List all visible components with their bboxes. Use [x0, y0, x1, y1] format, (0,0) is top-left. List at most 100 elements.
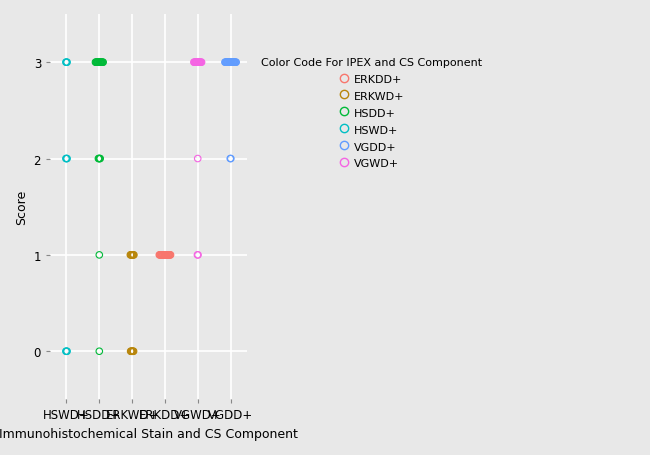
Point	[188, 60, 199, 67]
Point	[161, 252, 172, 259]
Point	[62, 348, 72, 355]
Point	[94, 156, 104, 163]
Point	[93, 156, 103, 163]
Point	[190, 60, 200, 67]
Point	[163, 252, 174, 259]
Point	[91, 60, 101, 67]
Point	[154, 252, 164, 259]
Point	[195, 60, 205, 67]
Point	[61, 156, 72, 163]
Point	[61, 348, 72, 355]
Point	[226, 60, 237, 67]
Point	[94, 60, 105, 67]
Point	[228, 60, 239, 67]
Point	[193, 60, 203, 67]
Point	[126, 348, 136, 355]
Point	[194, 60, 205, 67]
Point	[225, 156, 235, 163]
Point	[125, 252, 136, 259]
Point	[222, 60, 233, 67]
Point	[98, 60, 109, 67]
Point	[225, 60, 235, 67]
Legend: ERKDD+, ERKWD+, HSDD+, HSWD+, VGDD+, VGWD+: ERKDD+, ERKWD+, HSDD+, HSWD+, VGDD+, VGW…	[254, 51, 489, 176]
Point	[165, 252, 176, 259]
Point	[129, 348, 139, 355]
Point	[158, 252, 168, 259]
Point	[226, 60, 236, 67]
Point	[127, 348, 137, 355]
Point	[94, 348, 105, 355]
Point	[96, 60, 107, 67]
Point	[222, 60, 232, 67]
Point	[196, 60, 207, 67]
Point	[92, 60, 103, 67]
Point	[159, 252, 169, 259]
Point	[229, 60, 239, 67]
Point	[221, 60, 231, 67]
Point	[220, 60, 230, 67]
Point	[95, 156, 105, 163]
Point	[94, 156, 105, 163]
Point	[223, 60, 233, 67]
Point	[192, 156, 203, 163]
Point	[162, 252, 173, 259]
Point	[229, 60, 240, 67]
Point	[129, 252, 139, 259]
Point	[192, 60, 202, 67]
Point	[160, 252, 170, 259]
Point	[128, 348, 138, 355]
Y-axis label: Score: Score	[15, 190, 28, 225]
Point	[92, 60, 103, 67]
Point	[227, 60, 238, 67]
Point	[226, 156, 236, 163]
Point	[62, 156, 72, 163]
Point	[90, 60, 101, 67]
Point	[125, 252, 136, 259]
Point	[155, 252, 166, 259]
Point	[192, 252, 203, 259]
Point	[227, 60, 237, 67]
Point	[193, 252, 203, 259]
Point	[127, 348, 138, 355]
Point	[157, 252, 168, 259]
Point	[158, 252, 168, 259]
Point	[60, 156, 71, 163]
Point	[164, 252, 175, 259]
Point	[155, 252, 165, 259]
Point	[164, 252, 175, 259]
Point	[98, 60, 108, 67]
Point	[161, 252, 171, 259]
Point	[231, 60, 241, 67]
Point	[156, 252, 166, 259]
Point	[164, 252, 174, 259]
X-axis label: Immunohistochemical Stain and CS Component: Immunohistochemical Stain and CS Compone…	[0, 427, 298, 440]
Point	[194, 60, 204, 67]
Point	[190, 60, 201, 67]
Point	[97, 60, 107, 67]
Point	[60, 348, 71, 355]
Point	[128, 252, 138, 259]
Point	[127, 252, 138, 259]
Point	[159, 252, 170, 259]
Point	[191, 60, 202, 67]
Point	[196, 60, 206, 67]
Point	[61, 60, 72, 67]
Point	[60, 60, 71, 67]
Point	[192, 60, 203, 67]
Point	[92, 60, 102, 67]
Point	[230, 60, 240, 67]
Point	[125, 348, 136, 355]
Point	[229, 60, 240, 67]
Point	[189, 60, 200, 67]
Point	[127, 252, 137, 259]
Point	[96, 60, 106, 67]
Point	[62, 60, 72, 67]
Point	[224, 60, 235, 67]
Point	[224, 60, 234, 67]
Point	[94, 252, 105, 259]
Point	[194, 60, 204, 67]
Point	[126, 252, 136, 259]
Point	[220, 60, 231, 67]
Point	[157, 252, 167, 259]
Point	[93, 60, 103, 67]
